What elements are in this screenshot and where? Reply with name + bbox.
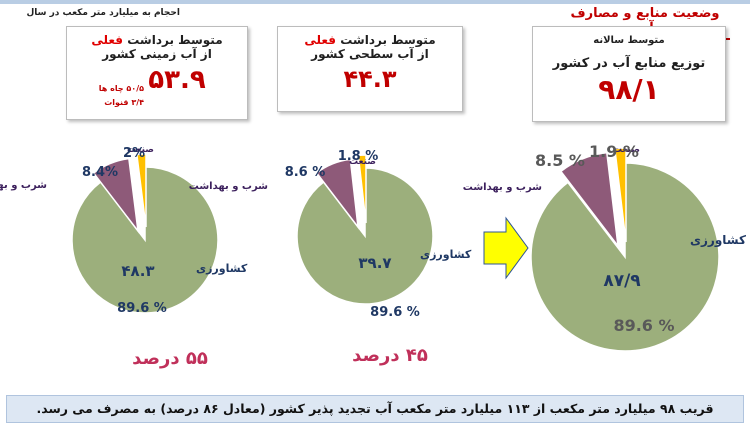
total-box-line2: توزیع منابع آب در کشور — [552, 56, 706, 71]
pie-1-inner-value: ۴۸.۳ — [121, 262, 154, 280]
groundwater-box-line1: متوسط برداشت فعلی — [91, 33, 223, 47]
wells-note: ۵۰/۵ چاه ها — [98, 84, 144, 93]
pie-2-category-label-2: شرب و بهداشت — [189, 181, 268, 192]
qanat-note: ۳/۴ قنوات — [104, 98, 144, 107]
pie-3-slice-1 — [530, 162, 720, 352]
groundwater-box: متوسط برداشت فعلی از آب زمینی کشور ۵۳.۹ — [66, 26, 248, 120]
pie-1-category-label-3: صنعت — [127, 145, 154, 155]
unit-note: احجام به میلیارد متر مکعب در سال — [26, 8, 180, 18]
groundwater-share: ۵۵ درصد — [132, 348, 208, 369]
arrow-shape — [483, 216, 529, 280]
total-value: ۹۸/۱ — [598, 73, 660, 106]
pie-1-value-label-1: 89.6 % — [117, 301, 167, 316]
pie-1-category-label-1: کشاورزی — [196, 262, 248, 275]
pie-1-slice-2 — [92, 157, 140, 234]
pie-2-slice-3 — [357, 154, 367, 224]
total-box: متوسط سالانه توزیع منابع آب در کشور ۹۸/۱ — [532, 26, 726, 122]
pie-1-slice-3 — [136, 153, 147, 228]
pie-2-category-label-3: صنعت — [349, 157, 376, 167]
pie-3-inner-value: ۸۷/۹ — [603, 271, 641, 291]
pie-2-value-label-1: 89.6 % — [370, 305, 420, 320]
top-bar — [0, 0, 750, 4]
pie-3-value-label-3: 1.9 % — [589, 142, 639, 161]
surface-water-box: متوسط برداشت فعلی از آب سطحی کشور ۴۴.۳ — [277, 26, 463, 112]
pie-2-slice-1 — [296, 167, 434, 305]
pie-2-value-label-3: 1.8 % — [338, 149, 379, 164]
groundwater-box-line2: از آب زمینی کشور — [102, 47, 212, 61]
pie-3-category-label-1: کشاورزی — [690, 233, 746, 248]
surface-share: ۴۵ درصد — [352, 345, 428, 366]
pie-3-slice-2 — [559, 151, 620, 249]
pie-2-inner-value: ۳۹.۷ — [358, 254, 391, 272]
pie-3-category-label-3: صنعت — [613, 145, 640, 155]
pie-3-value-label-2: 8.5 % — [535, 151, 585, 170]
surface-value: ۴۴.۳ — [343, 65, 397, 93]
surface-box-line1: متوسط برداشت فعلی — [304, 33, 436, 47]
pie-1-category-label-2: شرب و بهداشت — [0, 180, 47, 191]
groundwater-value: ۵۳.۹ — [148, 65, 206, 95]
pie-1-value-label-3: 2% — [123, 146, 145, 161]
total-box-line1: متوسط سالانه — [593, 35, 665, 46]
pie-1-slice-1 — [71, 166, 219, 314]
pie-3-slice-3 — [613, 147, 627, 243]
pie-2-slice-2 — [315, 158, 360, 230]
pie-2-value-label-2: 8.6 % — [285, 165, 326, 180]
surface-box-line2: از آب سطحی کشور — [311, 47, 429, 61]
pie-3-value-label-1: 89.6 % — [613, 316, 674, 335]
pie-2-category-label-1: کشاورزی — [420, 248, 472, 261]
pie-1-value-label-2: 8.4% — [82, 165, 118, 180]
pie-3-category-label-2: شرب و بهداشت — [463, 182, 542, 193]
footer-note: قریب ۹۸ میلیارد متر مکعب از ۱۱۳ میلیارد … — [6, 395, 744, 423]
